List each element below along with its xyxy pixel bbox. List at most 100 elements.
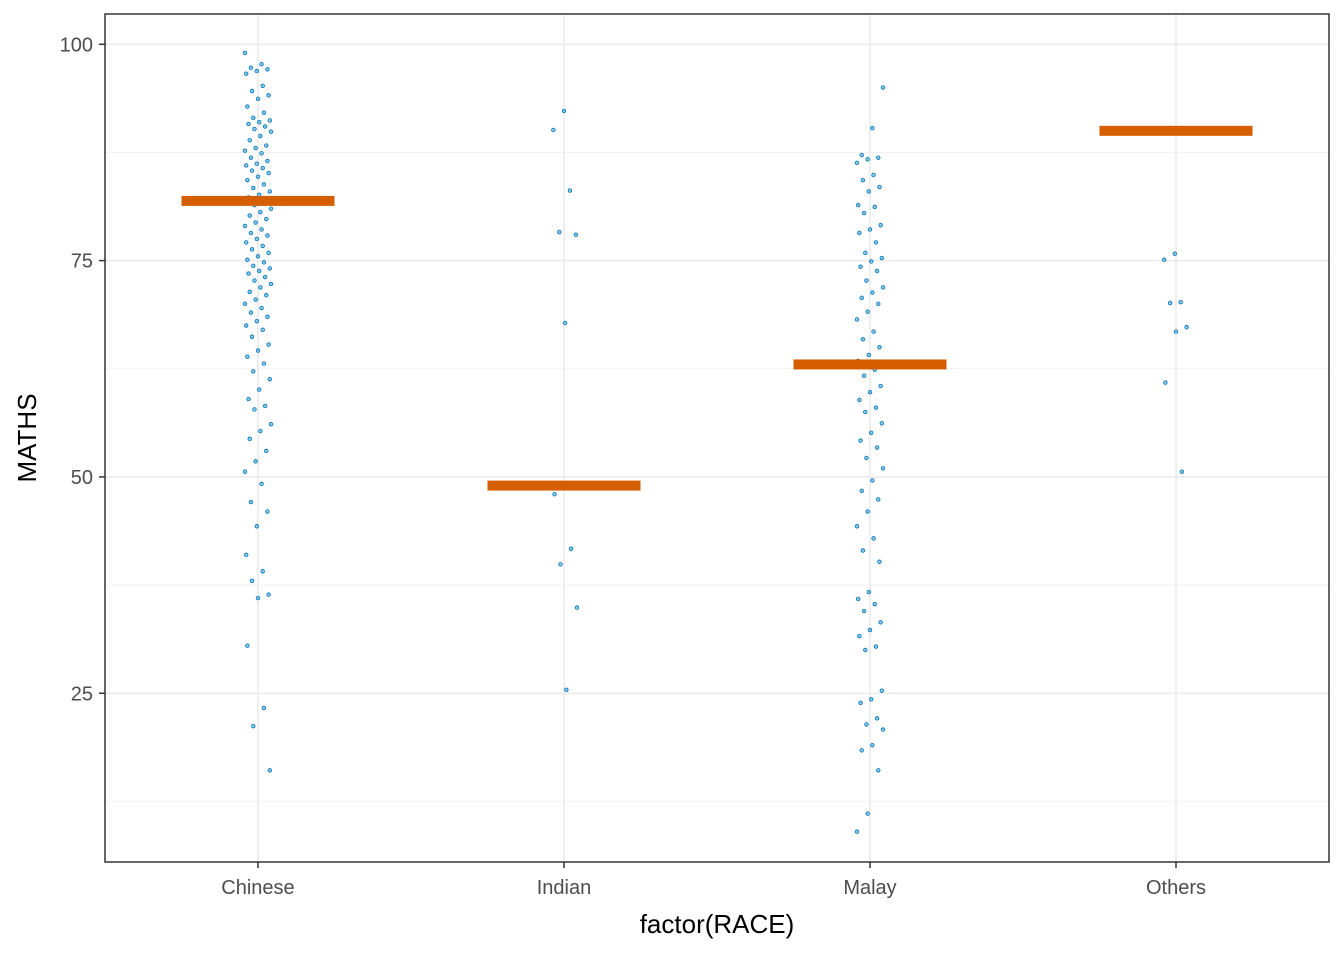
- data-point: [265, 158, 270, 164]
- data-point: [864, 278, 869, 283]
- data-point: [254, 161, 260, 166]
- data-point: [259, 306, 264, 311]
- data-point: [251, 185, 256, 191]
- data-point: [861, 608, 867, 614]
- data-point: [878, 383, 883, 389]
- data-point: [872, 601, 877, 607]
- data-point: [865, 811, 870, 816]
- data-point: [251, 263, 256, 269]
- data-point: [859, 488, 864, 493]
- data-point: [871, 536, 876, 541]
- data-point: [876, 768, 881, 773]
- means-layer: [181, 125, 1253, 491]
- data-point: [876, 497, 881, 502]
- data-point: [247, 289, 252, 294]
- data-point: [254, 318, 260, 324]
- mean-bar: [1099, 125, 1253, 136]
- data-point: [260, 243, 265, 249]
- data-point: [253, 459, 258, 464]
- data-point: [859, 295, 864, 301]
- data-point: [259, 481, 264, 487]
- data-point: [857, 633, 862, 639]
- data-point: [870, 742, 875, 748]
- data-point: [859, 152, 864, 158]
- data-point: [252, 407, 257, 412]
- data-point: [246, 271, 251, 276]
- data-point: [861, 373, 867, 378]
- mean-bar: [181, 195, 335, 206]
- data-point: [552, 492, 557, 497]
- data-point: [262, 274, 268, 280]
- data-point: [857, 397, 862, 403]
- data-point: [266, 592, 271, 597]
- data-point: [248, 499, 254, 505]
- data-point: [877, 344, 882, 350]
- data-point: [248, 310, 254, 315]
- x-tick-label: Others: [1146, 877, 1206, 899]
- mean-bar: [487, 480, 641, 491]
- data-point: [870, 126, 875, 131]
- data-point: [268, 421, 274, 427]
- data-point: [247, 436, 252, 442]
- y-tick-label: 100: [60, 34, 93, 56]
- data-point: [863, 250, 868, 256]
- data-point: [260, 83, 265, 89]
- data-point: [877, 184, 882, 190]
- data-point: [246, 396, 251, 402]
- data-point: [860, 548, 866, 553]
- data-point: [865, 157, 870, 162]
- data-point: [1184, 325, 1189, 330]
- data-point: [1179, 469, 1185, 474]
- data-point: [562, 320, 568, 326]
- data-point: [261, 182, 267, 187]
- y-tick-label: 50: [71, 467, 93, 489]
- data-point: [873, 405, 879, 410]
- data-point: [254, 68, 260, 74]
- data-point: [251, 115, 256, 121]
- x-tick-label: Malay: [843, 877, 896, 899]
- x-axis-title: factor(RACE): [640, 909, 795, 939]
- data-point: [256, 119, 262, 125]
- y-tick-label: 25: [71, 683, 93, 705]
- data-point: [857, 230, 862, 236]
- data-point: [264, 293, 269, 298]
- data-point: [866, 589, 872, 595]
- data-point: [868, 259, 874, 264]
- data-point: [243, 163, 249, 168]
- data-point: [268, 281, 274, 287]
- x-tick-label: Indian: [537, 877, 592, 899]
- data-point: [261, 260, 267, 265]
- data-point: [266, 93, 271, 98]
- data-point: [860, 337, 866, 342]
- data-point: [249, 88, 255, 94]
- data-point: [266, 342, 271, 347]
- data-point: [864, 455, 869, 461]
- data-point: [249, 578, 255, 583]
- data-point: [557, 229, 562, 235]
- data-point: [255, 174, 261, 179]
- data-point: [863, 409, 868, 415]
- data-point: [242, 50, 248, 56]
- data-point: [879, 688, 885, 693]
- data-point: [242, 223, 248, 229]
- data-point: [1172, 251, 1178, 256]
- data-point: [255, 96, 261, 101]
- data-point: [254, 236, 260, 242]
- data-point: [265, 67, 270, 72]
- data-point: [259, 61, 264, 67]
- data-point: [877, 559, 882, 564]
- data-point: [248, 65, 254, 70]
- data-point: [243, 71, 249, 76]
- data-point: [880, 285, 886, 290]
- data-point: [858, 438, 863, 443]
- data-point: [262, 403, 268, 409]
- data-point: [878, 222, 883, 228]
- data-point: [265, 509, 270, 514]
- data-point: [870, 290, 875, 295]
- data-point: [859, 748, 864, 753]
- data-point: [249, 168, 255, 173]
- data-point: [865, 309, 870, 314]
- data-point: [854, 524, 860, 529]
- data-point: [880, 466, 886, 471]
- data-point: [860, 177, 866, 183]
